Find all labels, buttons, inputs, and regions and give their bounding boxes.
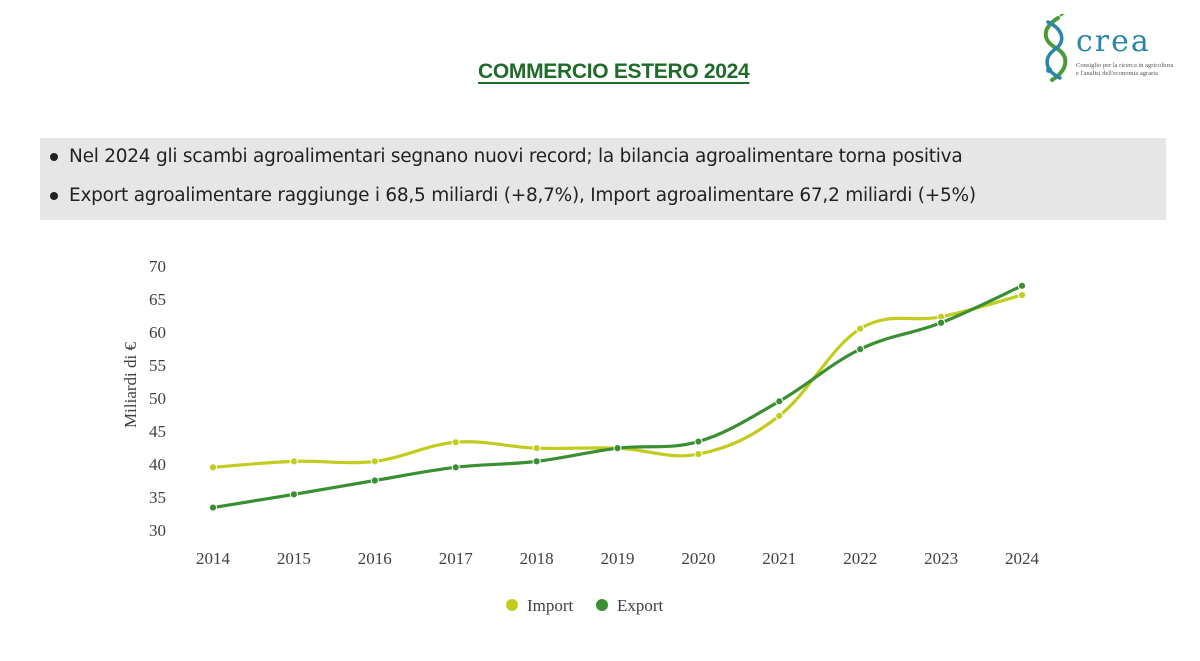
data-point-export [370, 476, 379, 485]
bullet-text: Export agroalimentare raggiunge i 68,5 m… [69, 185, 976, 206]
bullet-dot-icon [50, 191, 58, 200]
y-axis-label: Miliardi di € [121, 342, 140, 428]
data-point-export [289, 490, 298, 499]
legend-marker-import [506, 599, 518, 611]
data-point-export [1017, 281, 1027, 290]
data-point-export [613, 444, 622, 453]
crea-logo: crea Consiglio per la ricerca in agricol… [1036, 14, 1176, 86]
summary-bullet: Export agroalimentare raggiunge i 68,5 m… [50, 185, 976, 206]
legend-label-export: Export [617, 596, 664, 615]
data-point-import [775, 411, 784, 420]
summary-box: Nel 2024 gli scambi agroalimentari segna… [40, 138, 1166, 220]
x-tick-label: 2021 [762, 549, 796, 568]
series-line-import [212, 293, 1023, 469]
data-point-import [1017, 290, 1027, 300]
data-point-export [694, 437, 703, 446]
data-point-export [532, 457, 541, 466]
data-point-import [208, 463, 218, 472]
series-export [208, 281, 1027, 512]
data-point-import [289, 457, 298, 466]
legend-marker-export [596, 599, 608, 611]
data-point-export [856, 345, 865, 354]
logo-wordmark: crea [1076, 24, 1151, 59]
x-tick-label: 2017 [439, 549, 474, 568]
data-point-export [775, 397, 784, 406]
data-point-import [694, 450, 703, 459]
y-tick-label: 30 [149, 521, 166, 540]
series-import [208, 290, 1027, 472]
data-point-import [856, 324, 865, 333]
x-tick-label: 2015 [277, 549, 311, 568]
data-point-export [937, 318, 946, 327]
x-axis: 2014 2015 2016 2017 2018 2019 2020 2021 2022 2023… [196, 549, 1040, 568]
data-point-export [208, 503, 218, 512]
data-point-import [370, 457, 379, 466]
y-tick-label: 40 [149, 455, 166, 474]
y-tick-label: 50 [149, 389, 166, 408]
series-layer [208, 281, 1027, 512]
x-tick-label: 2024 [1005, 549, 1040, 568]
x-tick-label: 2014 [196, 549, 231, 568]
y-tick-label: 35 [149, 488, 166, 507]
page-title: COMMERCIO ESTERO 2024 [478, 60, 750, 83]
y-tick-label: 60 [149, 323, 166, 342]
y-tick-label: 55 [149, 356, 166, 375]
data-point-import [451, 438, 460, 447]
x-tick-label: 2022 [843, 549, 877, 568]
bullet-dot-icon [50, 152, 58, 161]
legend: Import Export [506, 596, 664, 615]
y-axis: 30 35 40 45 50 55 60 65 70 [149, 257, 166, 540]
summary-bullet: Nel 2024 gli scambi agroalimentari segna… [50, 146, 963, 167]
y-tick-label: 45 [149, 422, 166, 441]
y-tick-label: 70 [149, 257, 166, 276]
x-tick-label: 2016 [358, 549, 392, 568]
legend-label-import: Import [527, 596, 574, 615]
data-point-export [451, 463, 460, 472]
x-tick-label: 2023 [924, 549, 958, 568]
x-tick-label: 2018 [520, 549, 554, 568]
data-point-import [532, 444, 541, 453]
x-tick-label: 2020 [681, 549, 715, 568]
bullet-text: Nel 2024 gli scambi agroalimentari segna… [69, 146, 963, 167]
dna-helix-icon [1043, 14, 1068, 82]
y-tick-label: 65 [149, 290, 166, 309]
x-tick-label: 2019 [601, 549, 635, 568]
logo-subtitle: Consiglio per la ricerca in agricoltura … [1076, 62, 1174, 77]
